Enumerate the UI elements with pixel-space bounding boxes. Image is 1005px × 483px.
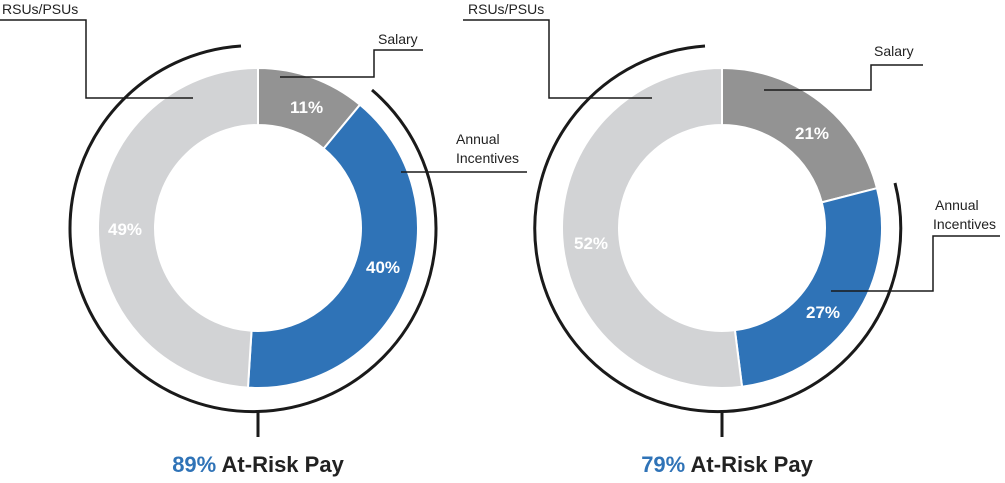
chart-1-rsus-label: RSUs/PSUs (2, 1, 78, 17)
chart-1-salary-label: Salary (378, 31, 418, 47)
chart-1-annual-bracket-arc (371, 88, 438, 229)
chart-2: RSUs/PSUs Salary Annual Incentives 21% 2… (463, 1, 1000, 437)
chart-1-rsus-pct: 49% (108, 220, 142, 239)
chart-1-caption-value: 89% (172, 452, 217, 477)
chart-1-slice-annual-incentives (246, 103, 419, 389)
chart-1-caption: 89% At-Risk Pay (93, 452, 423, 478)
chart-2-caption-text: At-Risk Pay (690, 452, 813, 477)
chart-1: RSUs/PSUs Salary Annual Incentives 11% 4… (0, 1, 527, 437)
chart-2-rsus-leader (463, 19, 652, 99)
chart-2-annual-pct: 27% (806, 303, 840, 322)
chart-2-caption: 79% At-Risk Pay (562, 452, 892, 478)
chart-1-annual-label-line1: Annual (456, 131, 500, 147)
chart-1-rsus-leader (0, 19, 193, 99)
chart-2-salary-leader (764, 64, 923, 91)
chart-2-at-risk-bracket-arc (533, 44, 903, 414)
chart-1-at-risk-bracket-arc (68, 44, 438, 414)
chart-1-slice-rsus-psus (97, 66, 259, 389)
chart-1-salary-pct: 11% (290, 98, 323, 117)
chart-1-annual-label-line2: Incentives (456, 150, 519, 166)
chart-2-annual-label-line1: Annual (935, 197, 979, 213)
chart-2-caption-value: 79% (641, 452, 686, 477)
chart-1-caption-text: At-Risk Pay (221, 452, 344, 477)
chart-2-rsus-pct: 52% (574, 234, 608, 253)
chart-2-annual-label-line2: Incentives (933, 216, 996, 232)
chart-2-annual-leader (831, 235, 1000, 292)
chart-2-slice-annual-incentives (733, 186, 883, 388)
chart-1-annual-pct: 40% (366, 258, 400, 277)
chart-2-salary-label: Salary (874, 43, 914, 59)
chart-2-salary-pct: 21% (795, 124, 829, 143)
chart-2-slice-rsus-psus (560, 66, 744, 389)
chart-1-salary-leader (280, 49, 423, 78)
chart-2-rsus-label: RSUs/PSUs (468, 1, 544, 17)
